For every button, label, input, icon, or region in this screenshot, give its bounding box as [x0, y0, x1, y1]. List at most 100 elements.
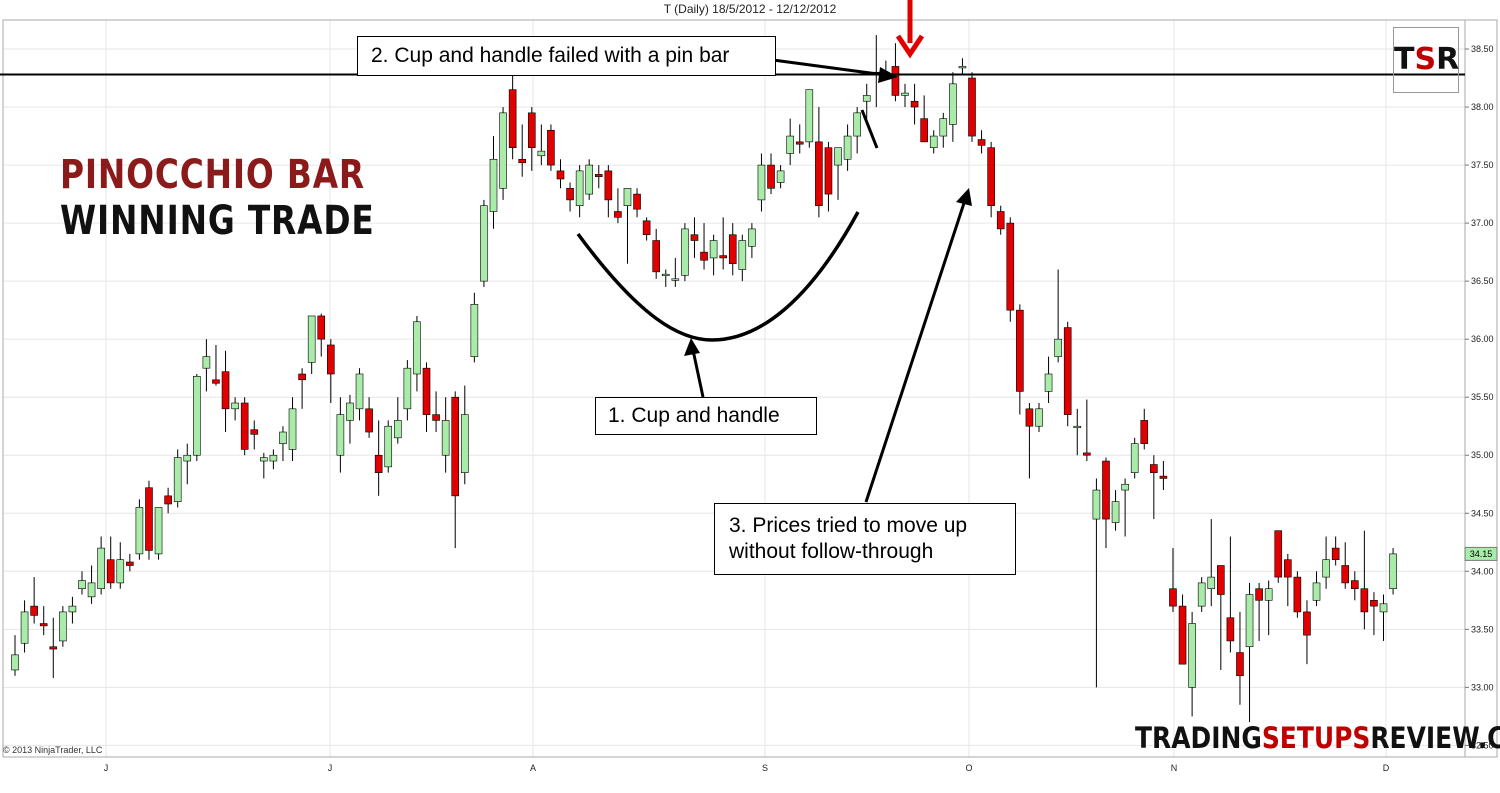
candle-body — [355, 373, 364, 410]
candle — [843, 124, 852, 171]
candle-body — [489, 158, 498, 212]
candle — [269, 449, 278, 470]
candle — [690, 217, 699, 258]
candle-body — [920, 118, 928, 143]
candle — [59, 606, 67, 647]
candle — [1150, 455, 1158, 520]
candle — [221, 350, 230, 433]
candle-body — [767, 164, 775, 189]
candle — [795, 124, 804, 154]
candle-body — [652, 240, 660, 273]
candle — [1169, 548, 1177, 612]
y-tick-label: 37.00 — [1471, 218, 1494, 228]
candle-body — [279, 431, 287, 444]
tsr-logo: TSR — [1393, 27, 1459, 93]
candle — [987, 141, 995, 218]
candle — [700, 223, 708, 270]
candle-body — [690, 234, 699, 241]
candle-body — [700, 251, 708, 261]
candle — [929, 130, 938, 154]
candle-body — [327, 344, 335, 375]
candle-body — [441, 420, 450, 456]
candle — [336, 397, 345, 473]
candle — [1389, 548, 1397, 595]
candle-body — [1121, 483, 1129, 491]
candle — [1207, 519, 1216, 607]
candle — [757, 153, 766, 212]
candle — [738, 234, 747, 282]
candle-body — [221, 371, 230, 410]
candle-body — [633, 193, 641, 210]
candle — [853, 107, 861, 154]
y-tick-label: 38.50 — [1471, 44, 1494, 54]
site-name-part: SETUPS — [1261, 721, 1371, 755]
candle-body — [795, 141, 804, 145]
candle — [489, 136, 498, 229]
candle-body — [566, 187, 574, 201]
candle-body — [384, 425, 393, 468]
candle — [135, 499, 144, 560]
y-tick-label: 34.00 — [1471, 566, 1494, 576]
candle — [633, 188, 641, 218]
candle-body — [1245, 594, 1254, 648]
candle — [307, 315, 316, 374]
site-name: TRADINGSETUPSREVIEW.COM — [1135, 721, 1500, 755]
candle-body — [1226, 617, 1235, 642]
candle-body — [1178, 605, 1187, 665]
x-tick-label: N — [1171, 763, 1178, 773]
candle — [1178, 594, 1187, 665]
candle — [566, 182, 574, 212]
candle-body — [49, 646, 58, 650]
candle-body — [126, 561, 134, 566]
candle-body — [661, 273, 670, 276]
candle-body — [403, 367, 412, 410]
candle-body — [260, 457, 268, 462]
y-tick-label: 32.50 — [1471, 740, 1494, 750]
candle — [1284, 553, 1292, 607]
candle — [1360, 530, 1369, 630]
candle-body — [97, 547, 105, 590]
candle — [1188, 611, 1196, 717]
annotation-follow-through: 3. Prices tried to move up without follo… — [714, 503, 1016, 575]
annotation-follow-through-line2: without follow-through — [729, 540, 934, 563]
candle-body — [1025, 408, 1034, 427]
candle — [1236, 611, 1244, 705]
site-name-part: TRADING — [1135, 721, 1262, 755]
candle — [355, 368, 364, 421]
chart-title: T (Daily) 18/5/2012 - 12/12/2012 — [663, 2, 837, 16]
last-price-label: 34.15 — [1470, 549, 1493, 559]
x-tick-label: O — [965, 763, 972, 773]
candle — [365, 397, 373, 438]
candle — [786, 118, 794, 166]
candle — [97, 536, 105, 595]
candle-body — [805, 89, 814, 143]
candle-body — [68, 605, 77, 613]
candle-body — [623, 187, 632, 207]
candle-body — [1264, 588, 1273, 601]
candle — [212, 344, 220, 386]
candle-body — [996, 211, 1005, 230]
candle — [231, 397, 239, 421]
candle — [460, 385, 469, 485]
candle — [748, 223, 756, 258]
candle-body — [470, 304, 479, 357]
x-tick-label: A — [530, 763, 536, 773]
candle-body — [1331, 547, 1340, 560]
candle-body — [451, 396, 460, 497]
candle-body — [527, 112, 536, 148]
candle — [834, 147, 842, 200]
candle-body — [307, 315, 316, 363]
candle — [11, 635, 19, 676]
candle — [614, 188, 622, 224]
arrow-cup — [684, 338, 705, 398]
candle — [1351, 571, 1359, 601]
candle — [288, 397, 297, 462]
candle-body — [1092, 489, 1101, 520]
candle — [470, 292, 479, 363]
candle — [317, 313, 326, 357]
candle — [1331, 536, 1340, 566]
candle-body — [910, 100, 919, 108]
arrow-followthrough — [864, 188, 972, 503]
candle — [1255, 582, 1263, 641]
candle-body — [183, 454, 192, 462]
